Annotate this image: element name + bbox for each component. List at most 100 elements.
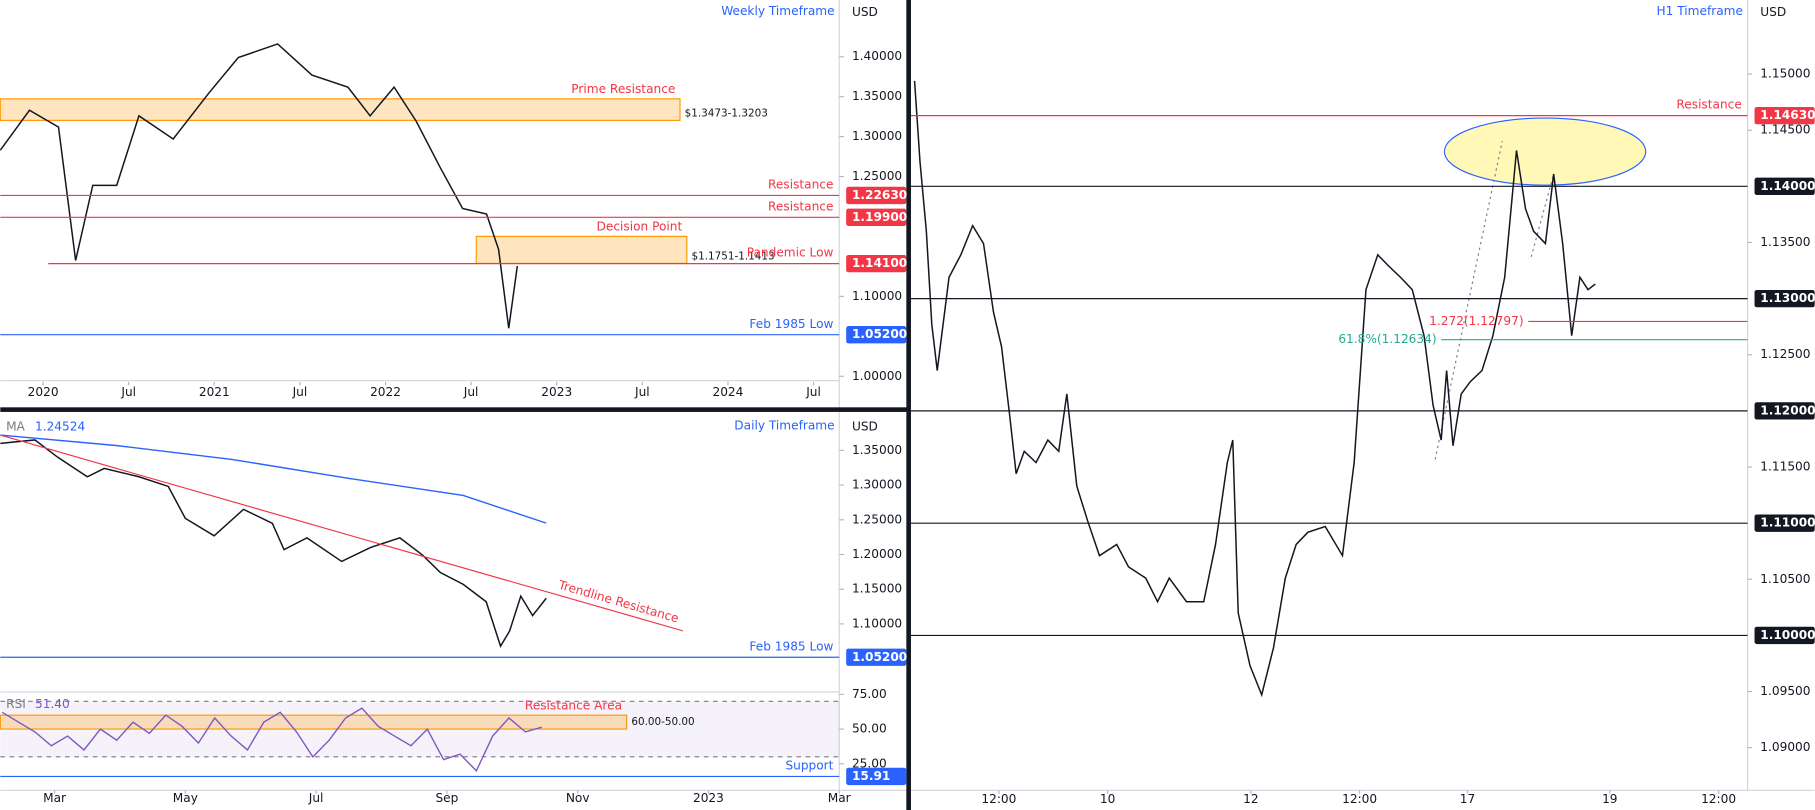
x-tick-label: Jul [463, 385, 479, 399]
price-tag-label: 15.91 [852, 769, 890, 783]
price-tag [846, 186, 907, 205]
axis-unit: USD [852, 419, 878, 433]
x-tick-label: Jul [292, 385, 308, 399]
x-tick-label: Jul [634, 385, 650, 399]
y-tick-label: 1.14500 [1760, 123, 1810, 137]
price-tag [1754, 289, 1815, 308]
x-tick-label: 10 [1100, 792, 1115, 806]
zone [475, 235, 688, 264]
y-tick-label: 1.15000 [1760, 67, 1810, 81]
y-tick-label: 1.10500 [1760, 572, 1810, 586]
level-label: Resistance [1676, 98, 1741, 112]
x-tick-label: 12:00 [981, 792, 1016, 806]
level-label: Resistance [768, 199, 833, 213]
x-tick-label: Jul [805, 385, 821, 399]
zone-label: Prime Resistance [571, 82, 675, 96]
y-tick-label: 1.35000 [852, 443, 902, 457]
y-tick-label: 1.12500 [1760, 347, 1810, 361]
price-tag-label: 1.12000 [1760, 403, 1815, 417]
x-tick-label: 2023 [693, 791, 724, 805]
price-line [913, 80, 1596, 698]
y-tick-label: 1.15000 [852, 582, 902, 596]
zone-range-label: $1.3473-1.3203 [685, 107, 768, 119]
level-label: 61.8%(1.12634) [1338, 332, 1436, 346]
y-tick-label: 1.40000 [852, 49, 902, 63]
level-label: Resistance [768, 178, 833, 192]
price-tag-label: 1.13000 [1760, 291, 1815, 305]
price-line [0, 439, 547, 648]
price-tag-label: 1.22630 [852, 188, 907, 202]
y-tick-label: 75.00 [852, 687, 887, 701]
x-tick-label: 12:00 [1701, 792, 1736, 806]
y-tick-label: 1.10000 [852, 616, 902, 630]
fib-guide [1530, 175, 1554, 258]
level-label: Pandemic Low [747, 246, 834, 260]
panel-title: Weekly Timeframe [721, 4, 834, 18]
y-tick-label: 1.25000 [852, 169, 902, 183]
level-label: Feb 1985 Low [749, 317, 833, 331]
y-tick-label: 1.11500 [1760, 460, 1810, 474]
x-tick-label: Sep [435, 791, 458, 805]
zone-label: Decision Point [597, 220, 683, 234]
price-tag-label: 1.14100 [852, 256, 907, 270]
level-label: Support [785, 759, 833, 773]
x-tick-label: May [173, 791, 198, 805]
price-tag [846, 648, 907, 666]
indicator-name: MA [6, 419, 25, 433]
x-tick-label: 2023 [541, 385, 572, 399]
price-tag-label: 1.05200 [852, 650, 907, 664]
price-tag [846, 326, 907, 344]
level-label: Feb 1985 Low [749, 639, 833, 653]
y-tick-label: 50.00 [852, 722, 887, 736]
price-tag [1754, 177, 1815, 196]
y-tick-label: 1.13500 [1760, 235, 1810, 249]
x-tick-label: Mar [828, 791, 851, 805]
price-tag [846, 254, 907, 273]
indicator-line [0, 434, 547, 524]
axis-unit: USD [852, 5, 878, 19]
price-tag-label: 1.05200 [852, 327, 907, 341]
y-tick-label: 1.35000 [852, 89, 902, 103]
x-tick-label: 19 [1602, 792, 1617, 806]
zone [0, 714, 628, 730]
x-tick-label: 12 [1243, 792, 1258, 806]
y-tick-label: 25.00 [852, 756, 887, 770]
axis-unit: USD [1760, 5, 1786, 19]
y-tick-label: 1.20000 [852, 547, 902, 561]
price-tag [1754, 402, 1815, 420]
y-tick-label: 1.10000 [852, 289, 902, 303]
x-tick-label: 2024 [712, 385, 743, 399]
x-tick-label: Nov [566, 791, 590, 805]
price-tag-label: 1.10000 [1760, 628, 1815, 642]
level-label: 1.272(1.12797) [1429, 314, 1523, 328]
price-tag-label: 1.11000 [1760, 516, 1815, 530]
x-tick-label: Jul [308, 791, 324, 805]
zone [0, 98, 681, 121]
x-tick-label: 17 [1460, 792, 1475, 806]
trendline [0, 434, 684, 632]
y-tick-label: 1.30000 [852, 478, 902, 492]
price-tag [1754, 514, 1815, 532]
price-tag-label: 1.14630 [1760, 108, 1815, 122]
x-tick-label: 12:00 [1342, 792, 1377, 806]
pane-separator [0, 407, 909, 412]
x-tick-label: Jul [120, 385, 136, 399]
y-tick-label: 1.09500 [1760, 684, 1810, 698]
panel-title: H1 Timeframe [1657, 4, 1743, 18]
zone-label: Resistance Area [525, 698, 622, 712]
price-tag [1754, 106, 1815, 125]
y-tick-label: 1.00000 [852, 369, 902, 383]
highlight-ellipse [1443, 117, 1647, 186]
price-tag-label: 1.19900 [852, 210, 907, 224]
price-tag [846, 767, 907, 786]
indicator-value: 1.24524 [35, 419, 85, 433]
x-tick-label: 2021 [199, 385, 230, 399]
panel-title: Daily Timeframe [734, 418, 834, 432]
price-tag [1754, 626, 1815, 645]
zone-range-label: $1.1751-1.1413 [691, 250, 774, 262]
zone-range-label: 60.00-50.00 [631, 716, 694, 728]
price-tag [846, 208, 907, 226]
y-tick-label: 1.30000 [852, 129, 902, 143]
y-tick-label: 1.25000 [852, 512, 902, 526]
